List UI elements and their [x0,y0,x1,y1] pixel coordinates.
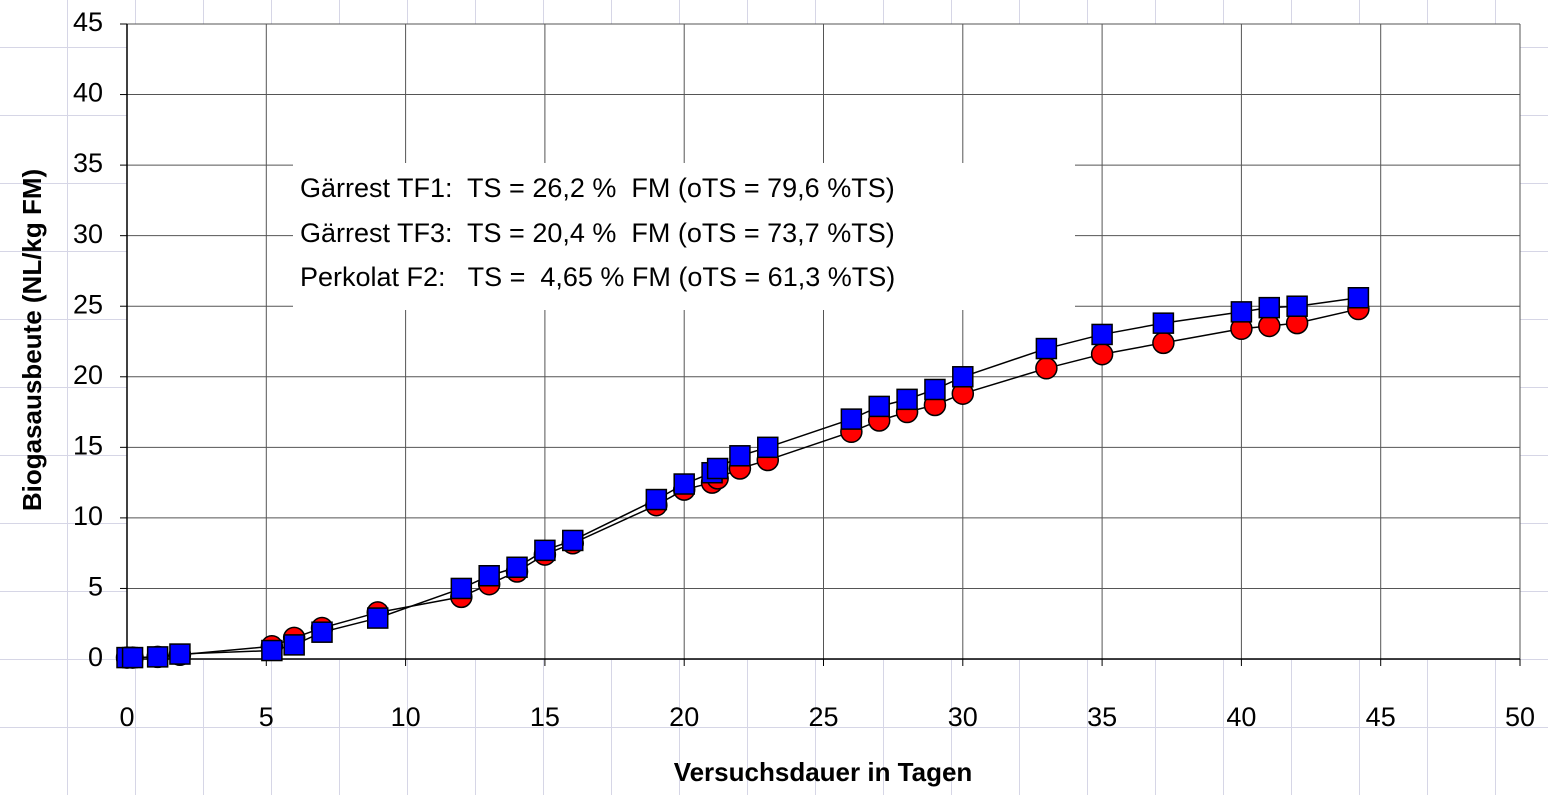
y-tick-label: 5 [88,572,103,602]
marker [146,646,169,668]
marker [478,564,500,587]
marker [673,473,695,495]
x-axis-title: Versuchsdauer in Tagen [674,757,973,787]
marker [311,621,333,643]
marker [1347,287,1370,309]
marker [1286,295,1308,317]
x-tick-label: 15 [530,702,560,732]
x-tick-label: 20 [669,702,699,732]
y-tick-label: 45 [73,7,103,37]
x-tick-label: 35 [1087,702,1117,732]
x-tick-label: 30 [948,702,978,732]
y-tick-label: 0 [88,642,103,672]
marker [1258,314,1281,338]
x-tick-label: 40 [1226,702,1256,732]
y-axis-title: Biogasausbeute (NL/kg FM) [17,169,47,511]
y-tick-label: 40 [73,78,103,108]
marker [706,457,729,480]
marker [757,436,779,459]
marker [729,445,751,467]
marker [1258,296,1281,319]
marker [1230,301,1253,323]
marker [952,366,974,388]
x-tick-label: 45 [1366,702,1396,732]
x-tick-label: 10 [391,702,421,732]
marker [1090,342,1114,366]
y-tick-label: 20 [73,360,103,390]
marker [1035,337,1058,360]
marker [1035,357,1058,380]
marker [121,646,144,669]
annotation: Gärrest TF1: TS = 26,2 % FM (oTS = 79,6 … [300,173,895,203]
marker [450,577,473,600]
marker [261,639,283,662]
marker [562,529,584,552]
marker [1152,331,1175,355]
marker [169,643,191,665]
marker [1152,312,1175,334]
marker [645,488,668,511]
marker [868,395,890,418]
marker [924,378,946,401]
y-tick-label: 15 [73,430,103,460]
y-tick-label: 25 [73,289,103,319]
y-tick-label: 30 [73,219,103,249]
x-tick-label: 5 [259,702,274,732]
marker [896,388,918,411]
x-tick-label: 0 [119,702,134,732]
x-tick-label: 50 [1505,702,1535,732]
marker [534,539,556,562]
marker [506,556,528,579]
y-tick-label: 10 [73,501,103,531]
annotation: Gärrest TF3: TS = 20,4 % FM (oTS = 73,7 … [300,218,895,248]
annotation: Perkolat F2: TS = 4,65 % FM (oTS = 61,3 … [300,262,895,292]
x-tick-label: 25 [808,702,838,732]
annotation-box [293,163,1075,310]
marker [366,607,389,629]
marker [840,408,863,430]
marker [283,634,305,656]
y-tick-label: 35 [73,148,103,178]
marker [1091,323,1113,346]
